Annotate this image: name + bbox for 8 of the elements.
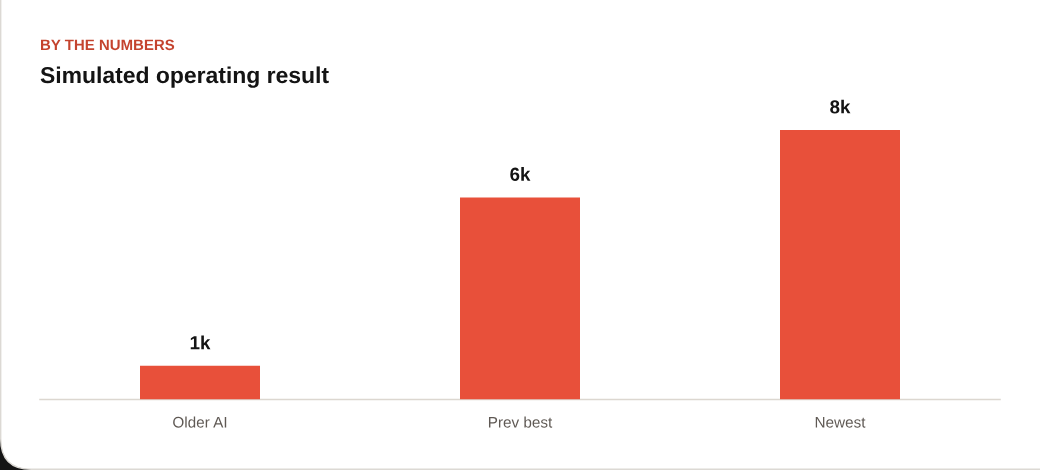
x-tick-label: Newest bbox=[815, 417, 866, 428]
data-label: 6k bbox=[510, 167, 531, 181]
data-label: 8k bbox=[830, 99, 851, 114]
data-label: 1k bbox=[190, 335, 211, 350]
chart-title: Simulated operating result bbox=[40, 66, 329, 88]
x-tick-label: Older AI bbox=[173, 416, 227, 428]
x-tick-label: Prev best bbox=[488, 416, 553, 428]
chart-subtitle: BY THE NUMBERS bbox=[41, 39, 175, 51]
